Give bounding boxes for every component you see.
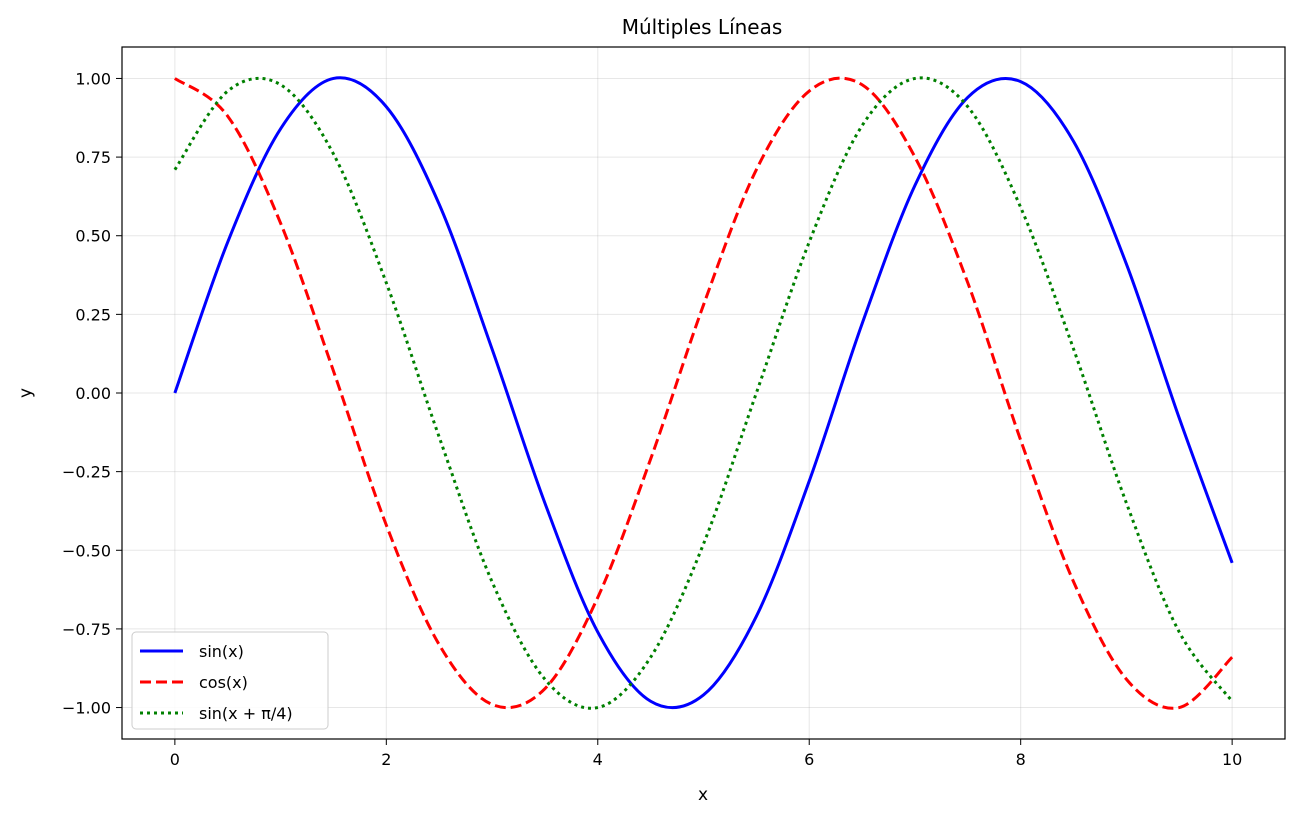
y-axis-ticks: 1.00 0.75 0.50 0.25 0.00 −0.25 −0.50 −0.75 −1.00: [62, 69, 122, 718]
y-tick-label: −0.75: [62, 620, 111, 639]
legend-box: [131, 631, 329, 730]
y-axis-label: y: [16, 388, 36, 398]
chart-title: Múltiples Líneas: [622, 15, 783, 39]
y-tick-label: 0.50: [75, 227, 111, 246]
x-tick-label: 0: [170, 750, 180, 769]
series-group: [173, 76, 1234, 710]
y-tick-label: 0.00: [75, 384, 111, 403]
y-tick-label: −0.25: [62, 463, 111, 482]
y-tick-label: 0.25: [75, 305, 111, 324]
legend-label-1: sin(x): [199, 642, 244, 661]
x-tick-label: 10: [1222, 750, 1242, 769]
x-tick-label: 2: [381, 750, 391, 769]
legend-label-3: sin(x + π/4): [199, 704, 293, 723]
series-line-2: [173, 76, 1234, 710]
x-tick-label: 4: [593, 750, 603, 769]
y-tick-label: 1.00: [75, 69, 111, 88]
series-line-3: [173, 76, 1234, 710]
series-line-1: [173, 76, 1234, 710]
x-tick-label: 6: [804, 750, 814, 769]
y-tick-label: −0.50: [62, 541, 111, 560]
x-axis-ticks: 0 2 4 6 8 10: [170, 739, 1242, 769]
legend-label-2: cos(x): [199, 673, 248, 692]
y-tick-label: 0.75: [75, 148, 111, 167]
y-tick-label: −1.00: [62, 699, 111, 718]
legend: sin(x) cos(x) sin(x + π/4): [131, 631, 329, 730]
grid: [122, 47, 1285, 739]
x-axis-label: x: [698, 785, 708, 805]
x-tick-label: 8: [1016, 750, 1026, 769]
